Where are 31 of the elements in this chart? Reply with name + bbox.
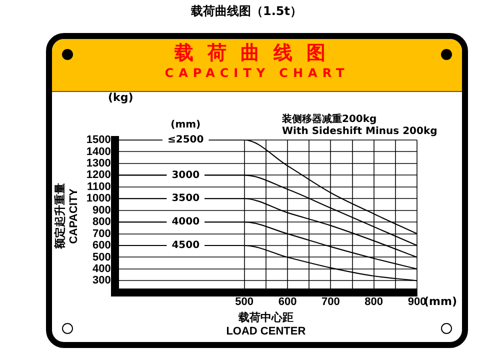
x-tick-label: 900 (408, 296, 426, 308)
y-axis-title: 额定起升重量 CAPACITY (54, 183, 80, 250)
x-tick-label: 600 (278, 296, 297, 308)
x-tick-label: 700 (322, 296, 340, 308)
y-tick-label: 300 (92, 274, 111, 287)
y-tick-label: 1400 (86, 146, 111, 158)
chart-title: 载荷曲线图（1.5t） (190, 3, 303, 20)
y-tick-label: 1100 (86, 180, 111, 193)
y-tick-label: 1200 (86, 169, 111, 182)
y-tick-label: 400 (92, 262, 111, 275)
x-axis-title: 载荷中心距 LOAD CENTER (226, 311, 306, 338)
legend-title: (mm) (170, 120, 201, 131)
y-tick-label: 1000 (86, 192, 111, 205)
series-label: ≤2500 (168, 134, 204, 146)
y-tick-label: 600 (92, 240, 111, 252)
text: (kg) (108, 91, 134, 104)
x-tick-label: 500 (235, 296, 254, 308)
text: 装侧移器减重200kg With Sideshift Minus 200kg (282, 114, 438, 138)
series-label: 4500 (172, 240, 200, 252)
y-tick-label: 500 (92, 251, 111, 264)
y-tick-label: 1300 (86, 157, 111, 170)
series-label: 3500 (172, 193, 200, 204)
series-label: 4000 (172, 216, 200, 228)
chart-subtitle: 载荷曲线图 CAPACITY CHART (164, 42, 350, 82)
y-tick-label: 700 (92, 228, 111, 240)
x-tick-label: 800 (364, 296, 384, 308)
y-tick-label: 800 (92, 216, 111, 228)
series-label: 3000 (172, 170, 200, 181)
text: (mm) (424, 295, 457, 308)
y-tick-label: 1500 (86, 134, 111, 146)
y-tick-label: 900 (92, 204, 111, 216)
